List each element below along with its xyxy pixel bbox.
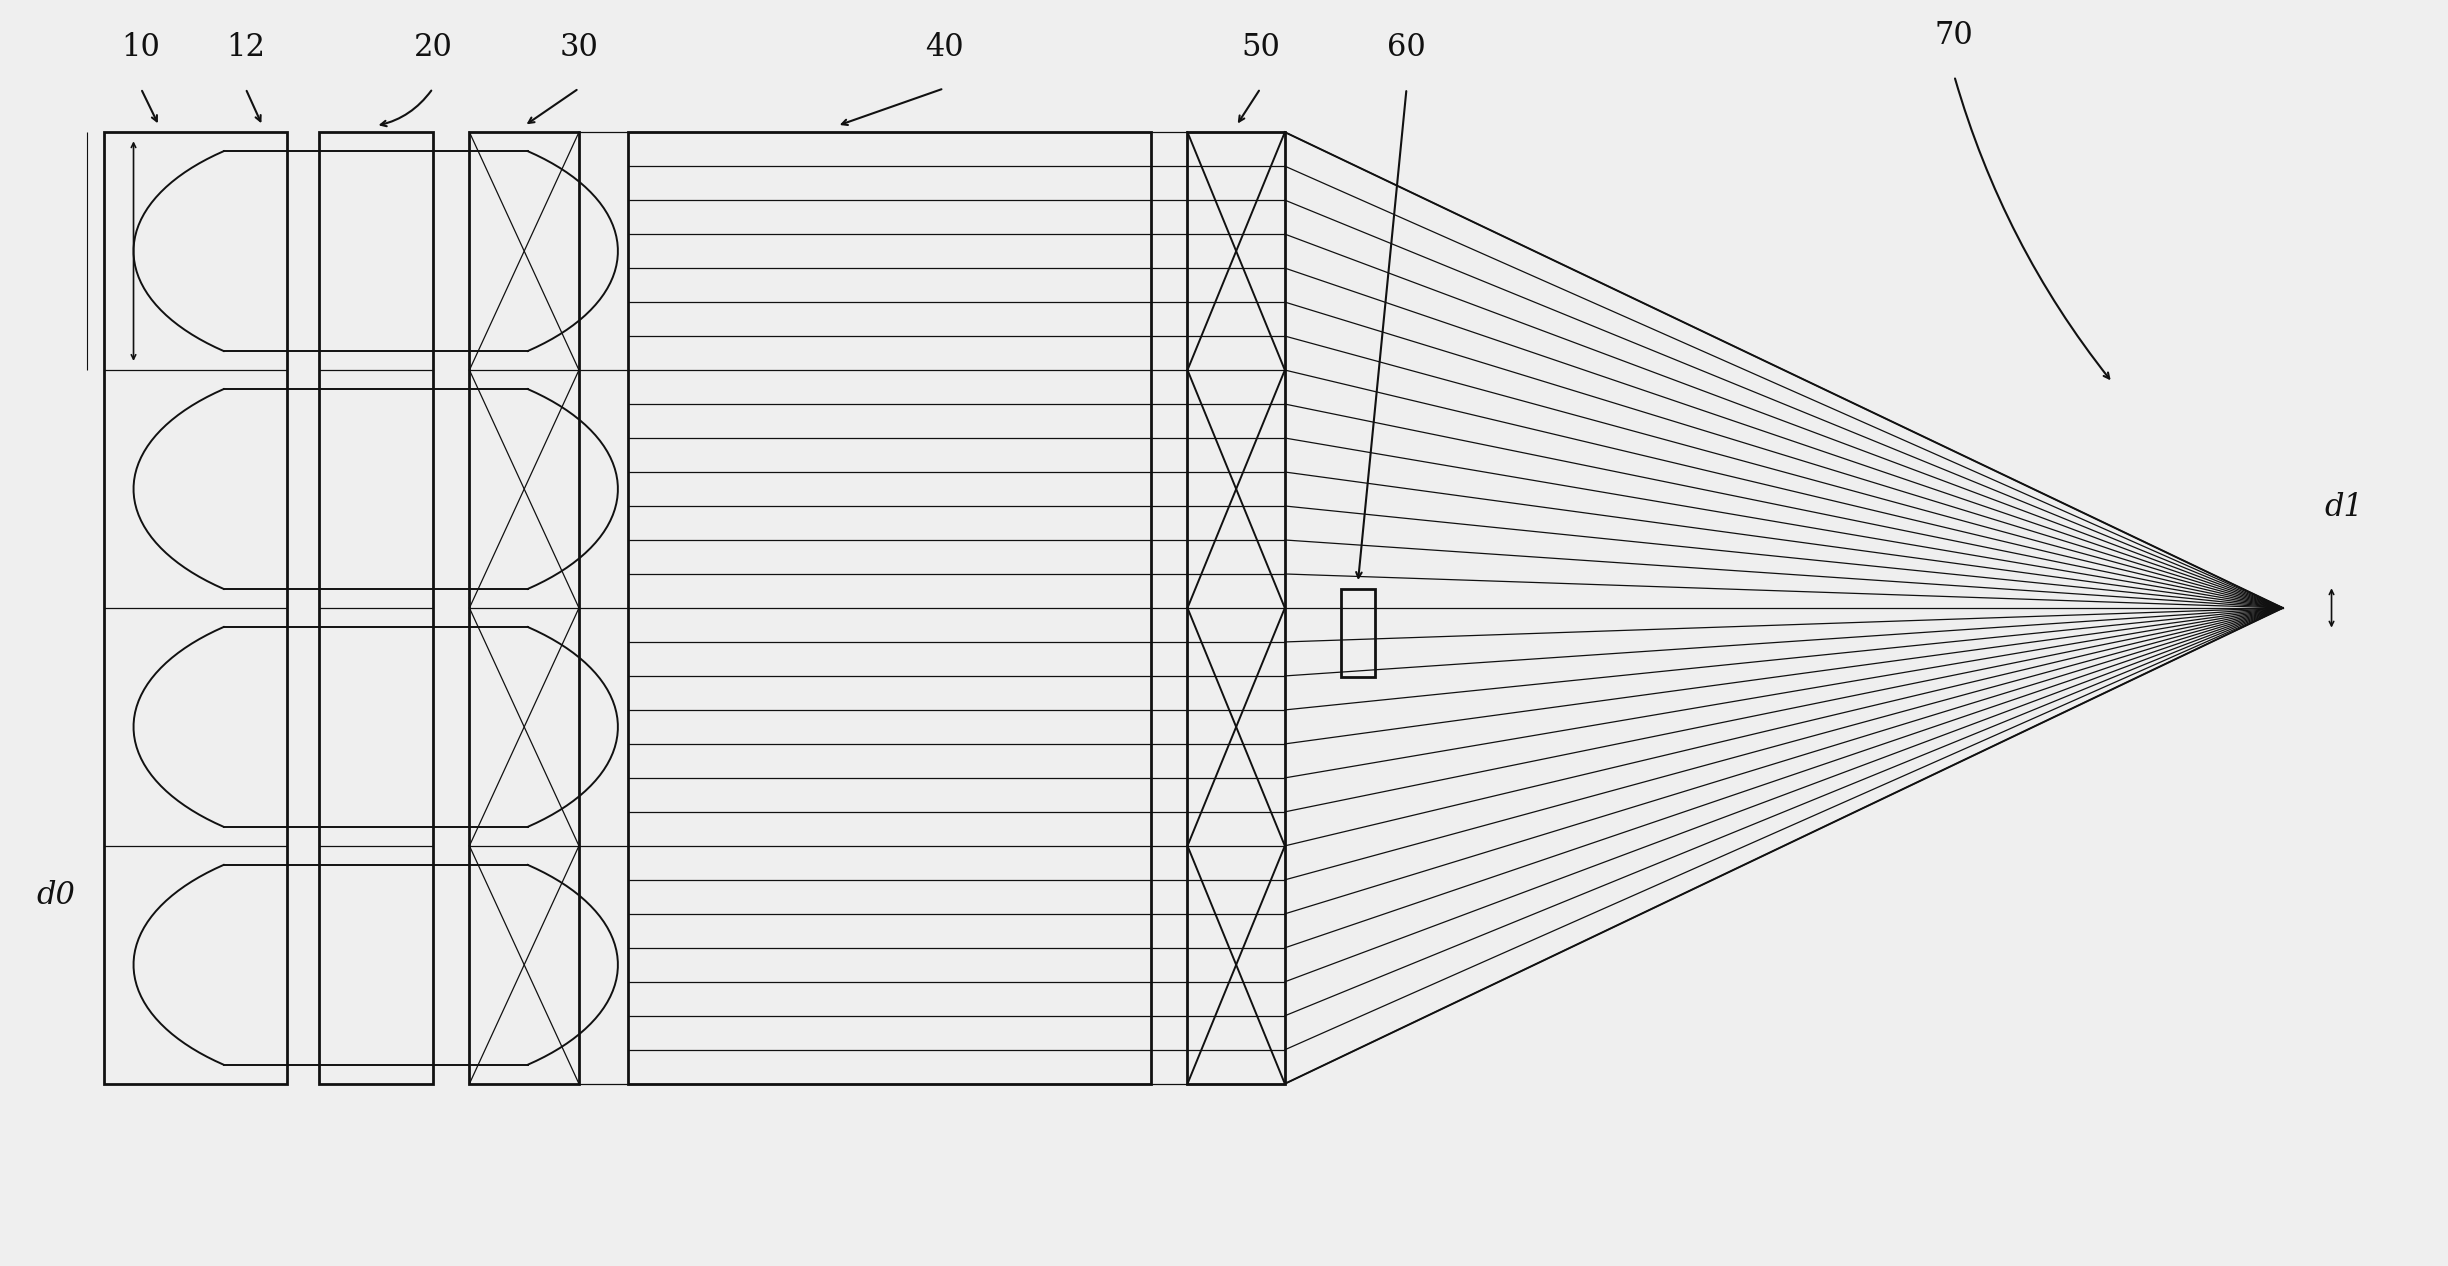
Text: 40: 40 — [925, 33, 965, 63]
Bar — [105, 132, 286, 1084]
Bar — [318, 132, 433, 1084]
Text: 30: 30 — [561, 33, 597, 63]
Text: 70: 70 — [1934, 20, 1973, 51]
Text: d1: d1 — [2323, 492, 2362, 523]
Bar — [627, 132, 1151, 1084]
Text: 12: 12 — [225, 33, 264, 63]
Bar — [1342, 589, 1376, 677]
Bar — [1187, 132, 1285, 1084]
Text: 50: 50 — [1241, 33, 1280, 63]
Text: 20: 20 — [414, 33, 453, 63]
Text: d0: d0 — [37, 880, 76, 912]
Text: 60: 60 — [1388, 33, 1425, 63]
Bar — [470, 132, 580, 1084]
Text: 10: 10 — [122, 33, 159, 63]
